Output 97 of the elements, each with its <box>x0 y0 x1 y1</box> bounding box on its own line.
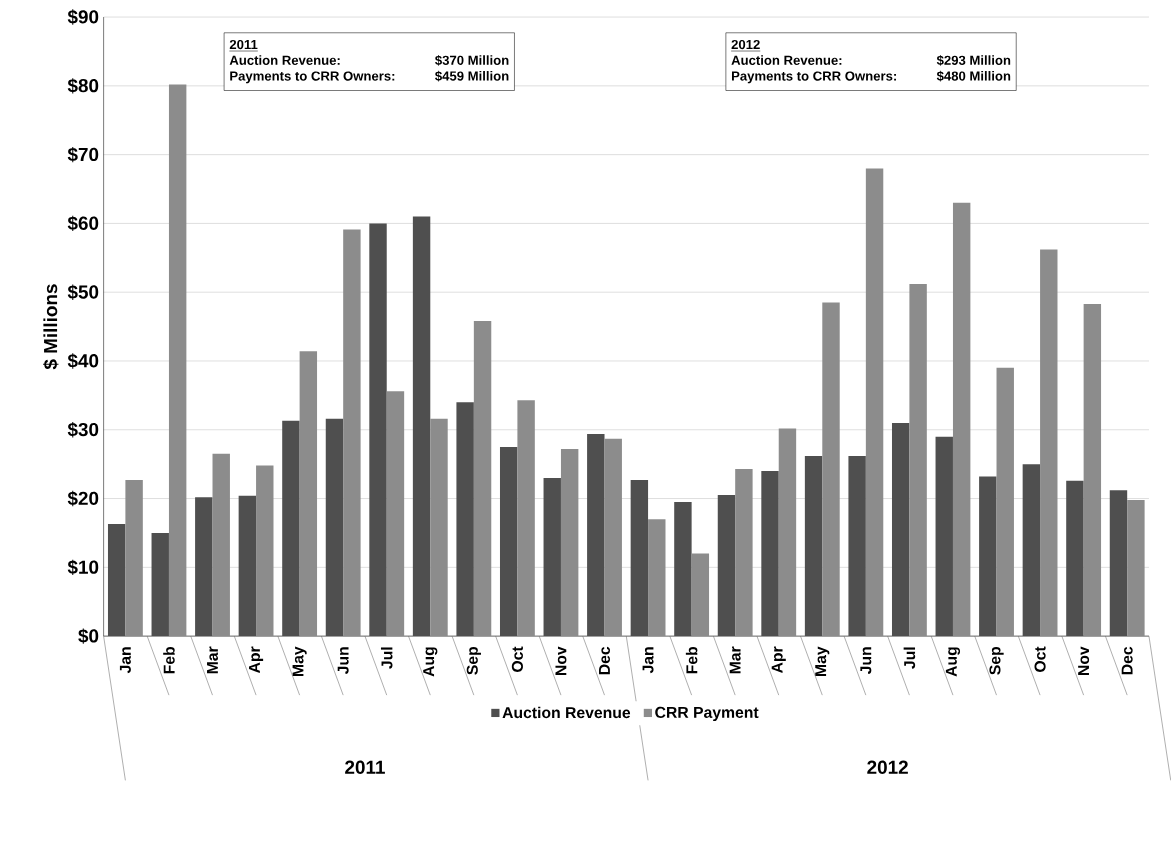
x-tick-label: Jan <box>642 647 654 674</box>
x-tick-label: Dec <box>1121 646 1133 675</box>
bar <box>822 302 840 637</box>
x-tick-label: Feb <box>163 647 175 674</box>
annotation: $480 Million <box>936 70 1011 82</box>
bar <box>325 418 344 637</box>
bar <box>282 420 300 637</box>
bar <box>1083 303 1102 637</box>
bar <box>195 497 213 637</box>
bar <box>125 479 143 637</box>
y-tick-label: $80 <box>67 78 99 94</box>
x-tick-label: Oct <box>1034 646 1046 672</box>
bar <box>761 471 779 637</box>
bar <box>299 351 318 637</box>
bar <box>1022 464 1041 637</box>
bar <box>804 455 823 637</box>
bar <box>499 446 518 637</box>
x-tick-label: Aug <box>423 647 438 677</box>
annotation: Auction Revenue: <box>229 55 340 65</box>
legend-label: CRR Payment <box>655 706 759 722</box>
x-tick-label: Apr <box>249 646 264 674</box>
bar <box>386 391 405 637</box>
bar <box>560 449 579 637</box>
bar <box>1127 499 1145 637</box>
bar <box>238 495 257 637</box>
y-tick-label: $10 <box>67 559 99 576</box>
y-tick-label: $50 <box>67 284 99 300</box>
annotation: $459 Million <box>435 70 509 82</box>
x-tick-label: Feb <box>685 647 698 674</box>
text: 2012 <box>867 760 908 774</box>
bar <box>256 465 274 637</box>
bar <box>456 402 474 637</box>
bar <box>674 502 692 637</box>
legend-label: Auction Revenue <box>502 706 631 719</box>
bar <box>212 453 230 637</box>
x-tick-label: Dec <box>599 646 610 675</box>
bar <box>1109 490 1128 637</box>
bar <box>996 367 1014 637</box>
x-tick-label: Sep <box>466 647 481 675</box>
annotation: Payments to CRR Owners: <box>230 71 395 84</box>
bar <box>848 455 866 637</box>
x-tick-label: Jun <box>860 647 872 675</box>
bar <box>473 321 492 637</box>
x-tick-label: Mar <box>207 646 218 674</box>
bar <box>369 223 387 637</box>
x-tick-label: Jun <box>337 647 349 675</box>
bar <box>979 476 997 637</box>
x-tick-label: May <box>292 646 307 676</box>
bar <box>865 168 884 637</box>
bar <box>648 519 666 637</box>
bar <box>107 524 126 637</box>
x-tick-label: Sep <box>989 647 1004 675</box>
y-tick-label: $30 <box>67 422 99 438</box>
y-tick-label: $70 <box>67 146 99 163</box>
x-tick-label: Oct <box>511 646 523 672</box>
bar <box>543 477 561 637</box>
text: 2011 <box>345 760 385 774</box>
bar <box>891 422 910 637</box>
x-tick-label: Apr <box>771 646 786 674</box>
x-tick-label: May <box>815 646 830 676</box>
x-tick-label: Jan <box>119 647 131 674</box>
x-tick-label: Nov <box>1078 646 1090 676</box>
bar <box>604 438 622 637</box>
annotation: Auction Revenue: <box>731 55 842 65</box>
bar <box>430 418 448 637</box>
bar <box>691 553 710 637</box>
x-tick-label: Jul <box>380 647 393 669</box>
annotation: $370 Million <box>435 55 509 66</box>
bar <box>717 495 736 637</box>
y-tick-label: $20 <box>67 490 99 507</box>
annotation: 2012 <box>731 39 760 50</box>
bar <box>909 283 927 637</box>
bar <box>952 202 971 637</box>
bar <box>935 436 953 637</box>
annotation: Payments to CRR Owners: <box>731 71 896 84</box>
bar <box>1066 480 1084 637</box>
y-axis-title: $ Millions <box>43 284 59 370</box>
bar <box>1040 249 1058 637</box>
x-tick-label: Jul <box>903 647 916 669</box>
bar <box>630 479 649 637</box>
y-tick-label: $40 <box>67 353 99 369</box>
bar <box>412 216 431 637</box>
bar <box>151 532 169 637</box>
x-tick-label: Aug <box>945 647 961 677</box>
x-tick-label: Mar <box>729 646 741 674</box>
bar <box>517 400 535 637</box>
bar <box>168 84 187 637</box>
y-tick-label: $0 <box>78 628 99 644</box>
y-tick-label: $90 <box>67 9 99 25</box>
bar <box>587 433 605 637</box>
bar <box>735 468 753 637</box>
y-tick-label: $60 <box>67 215 99 232</box>
annotation: $293 Million <box>936 55 1011 66</box>
bar <box>778 428 797 637</box>
bar <box>343 229 361 637</box>
x-tick-label: Nov <box>555 646 567 676</box>
annotation: 2011 <box>229 39 258 50</box>
